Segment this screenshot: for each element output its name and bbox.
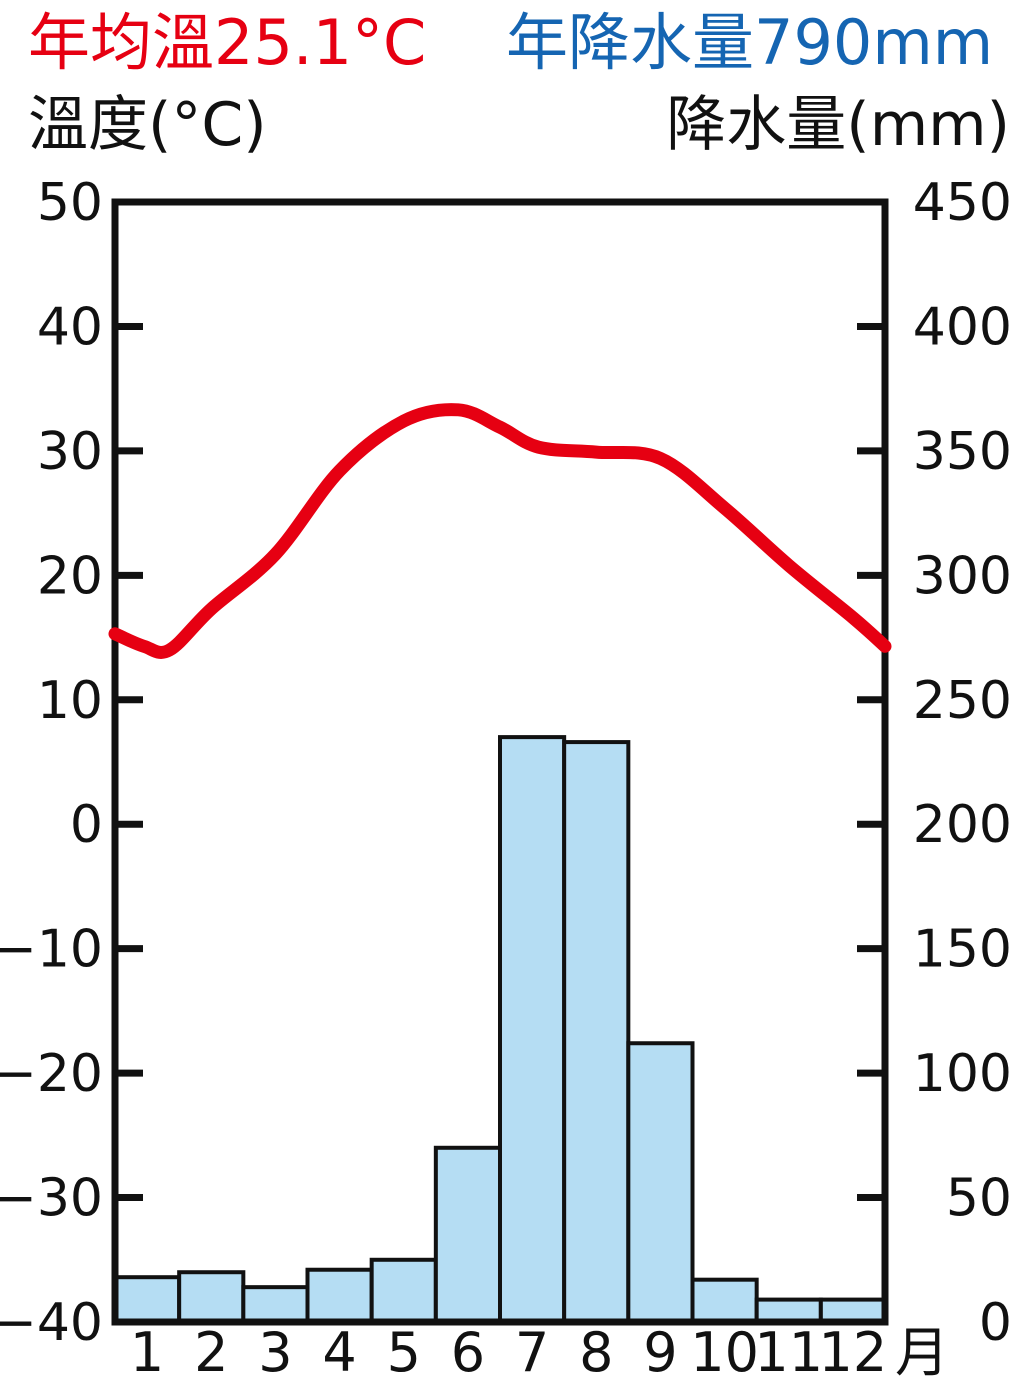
precip-bar-month-5	[369, 1257, 438, 1325]
precip-bar-month-8	[562, 740, 631, 1324]
right-axis-label-100: 100	[913, 1044, 1012, 1104]
left-axis-label-50: 50	[37, 173, 103, 233]
precip-bar-month-9	[626, 1041, 695, 1324]
precip-bar-month-4	[305, 1267, 374, 1324]
month-unit-label: 月	[895, 1321, 949, 1384]
precip-bar-month-1	[113, 1275, 182, 1324]
month-label-9: 9	[643, 1321, 677, 1384]
right-axis-label-50: 50	[946, 1169, 1012, 1229]
annual-precipitation-label: 年降水量790mm	[506, 6, 994, 79]
left-axis-label--30: −30	[0, 1169, 103, 1229]
left-axis-label-30: 30	[37, 422, 103, 482]
month-label-7: 7	[515, 1321, 549, 1384]
month-label-1: 1	[130, 1321, 164, 1384]
precip-bar-month-6	[433, 1145, 503, 1325]
left-axis-label--40: −40	[0, 1293, 103, 1353]
left-axis-label-40: 40	[37, 297, 103, 357]
month-label-6: 6	[451, 1321, 485, 1384]
right-axis-label-200: 200	[913, 795, 1012, 855]
right-axis-label-350: 350	[913, 422, 1012, 482]
month-label-11: 11	[754, 1321, 823, 1384]
right-axis-title-precipitation: 降水量(mm)	[666, 90, 1010, 160]
right-axis-label-300: 300	[913, 546, 1012, 606]
month-label-8: 8	[579, 1321, 613, 1384]
plot-frame	[111, 198, 889, 1326]
left-axis-label-0: 0	[70, 795, 103, 855]
axis-ticks	[115, 322, 885, 1202]
month-label-5: 5	[387, 1321, 421, 1384]
month-label-2: 2	[194, 1321, 228, 1384]
left-axis-label--10: −10	[0, 920, 103, 980]
left-axis-tick-labels: 50 40 30 20 10 0 −10 −20 −30 −40	[0, 173, 103, 1353]
right-axis-tick-labels: 450 400 350 300 250 200 150 100 50 0	[913, 173, 1012, 1353]
right-axis-label-150: 150	[913, 920, 1012, 980]
left-axis-label--20: −20	[0, 1044, 103, 1104]
right-axis-label-400: 400	[913, 297, 1012, 357]
precip-bar-month-2	[177, 1270, 246, 1324]
month-label-10: 10	[690, 1321, 759, 1384]
left-axis-label-20: 20	[37, 546, 103, 606]
precip-bar-month-7	[498, 735, 567, 1324]
month-label-3: 3	[258, 1321, 292, 1384]
precipitation-bars	[113, 735, 887, 1325]
temperature-curve	[108, 403, 892, 659]
month-label-4: 4	[322, 1321, 356, 1384]
right-axis-label-250: 250	[913, 671, 1012, 731]
left-axis-title-temperature: 溫度(°C)	[28, 90, 267, 160]
precip-bar-month-10	[690, 1277, 759, 1324]
precip-bar-month-3	[241, 1285, 310, 1324]
right-axis-label-450: 450	[913, 173, 1012, 233]
right-axis-label-0: 0	[979, 1293, 1012, 1353]
left-axis-label-10: 10	[37, 671, 103, 731]
month-label-12: 12	[819, 1321, 888, 1384]
annual-mean-temperature-label: 年均溫25.1°C	[28, 6, 427, 79]
